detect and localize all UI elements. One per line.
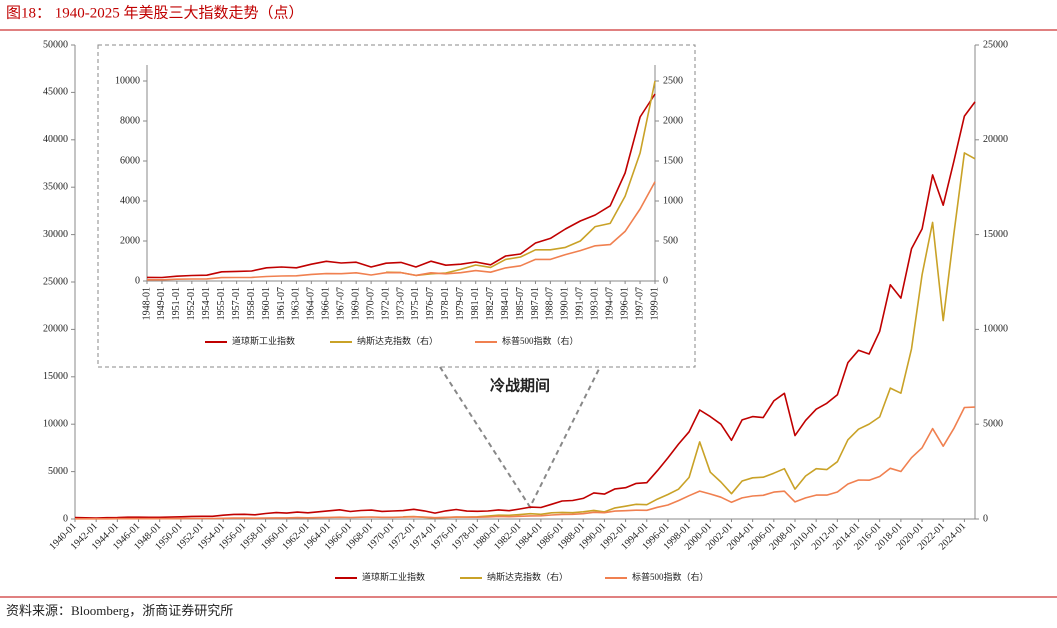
- legend-label: 道琼斯工业指数: [232, 335, 295, 346]
- x-tick-label: 1969-01: [350, 287, 361, 320]
- x-tick-label: 1951-01: [171, 287, 182, 320]
- x-tick-label: 1966-01: [321, 287, 332, 320]
- x-tick-label: 1955-01: [216, 287, 227, 320]
- annotation: 冷战期间: [490, 376, 550, 394]
- x-tick-label: 1991-07: [575, 287, 586, 320]
- series-line: [147, 181, 656, 281]
- x-tick-label: 1963-01: [291, 287, 302, 320]
- x-tick-label: 1982-07: [485, 287, 496, 320]
- x-tick-label: 1999-01: [649, 287, 660, 320]
- y-tick-label: 0: [135, 275, 140, 286]
- y-tick-label: 45000: [43, 87, 68, 98]
- x-tick-label: 1958-01: [246, 287, 257, 320]
- y-tick-label: 4000: [120, 195, 140, 206]
- y-tick-label: 25000: [43, 276, 68, 287]
- y-tick-label: 8000: [120, 115, 140, 126]
- inset-frame: [97, 44, 696, 368]
- y2-tick-label: 2000: [663, 115, 683, 126]
- x-tick-label: 1973-07: [395, 287, 406, 320]
- series-line: [403, 152, 976, 519]
- source: 资料来源：Bloomberg，浙商证券研究所: [6, 603, 233, 618]
- y-tick-label: 6000: [120, 155, 140, 166]
- x-tick-label: 1987-01: [530, 287, 541, 320]
- y-tick-label: 35000: [43, 181, 68, 192]
- x-tick-label: 1978-01: [440, 287, 451, 320]
- y2-tick-label: 15000: [983, 229, 1008, 240]
- series-line: [146, 93, 656, 279]
- legend-label: 标普500指数（右）: [632, 571, 709, 582]
- x-tick-label: 1993-01: [590, 287, 601, 320]
- y2-tick-label: 0: [663, 275, 668, 286]
- legend-label: 纳斯达克指数（右）: [487, 571, 568, 582]
- y-tick-label: 50000: [43, 39, 68, 50]
- x-tick-label: 1964-07: [306, 287, 317, 320]
- legend-label: 道琼斯工业指数: [362, 571, 425, 582]
- y2-tick-label: 500: [663, 235, 678, 246]
- x-tick-label: 1981-01: [470, 287, 481, 320]
- y-tick-label: 15000: [43, 371, 68, 382]
- y-tick-label: 10000: [43, 418, 68, 429]
- x-tick-label: 1952-01: [186, 287, 197, 320]
- page-title: 图18： 1940-2025 年美股三大指数走势（点）: [6, 4, 304, 21]
- x-tick-label: 1948-01: [141, 287, 152, 320]
- y2-tick-label: 10000: [983, 324, 1008, 335]
- series-line: [75, 406, 976, 520]
- x-tick-label: 1984-01: [500, 287, 511, 320]
- legend-label: 纳斯达克指数（右）: [357, 335, 438, 346]
- y2-tick-label: 0: [983, 513, 988, 524]
- y2-tick-label: 5000: [983, 418, 1003, 429]
- x-tick-label: 1976-07: [425, 287, 436, 320]
- x-tick-label: 1979-07: [455, 287, 466, 320]
- x-tick-label: 1954-01: [201, 287, 212, 320]
- x-tick-label: 1960-01: [261, 287, 272, 320]
- series-line: [74, 101, 976, 519]
- x-tick-label: 1972-01: [380, 287, 391, 320]
- x-tick-label: 1967-07: [336, 287, 347, 320]
- y-tick-label: 20000: [43, 324, 68, 335]
- x-tick-label: 1970-07: [365, 287, 376, 320]
- x-tick-label: 1985-07: [515, 287, 526, 320]
- x-tick-label: 1994-07: [604, 287, 615, 320]
- y-tick-label: 0: [63, 513, 68, 524]
- y-tick-label: 40000: [43, 134, 68, 145]
- y2-tick-label: 1500: [663, 155, 683, 166]
- x-tick-label: 1975-01: [410, 287, 421, 320]
- x-tick-label: 1949-01: [156, 287, 167, 320]
- series-line: [386, 80, 656, 277]
- x-tick-label: 1961-07: [276, 287, 287, 320]
- x-tick-label: 1957-01: [231, 287, 242, 320]
- y2-tick-label: 1000: [663, 195, 683, 206]
- y-tick-label: 10000: [115, 75, 140, 86]
- x-tick-label: 1996-01: [619, 287, 630, 320]
- legend-label: 标普500指数（右）: [502, 335, 579, 346]
- x-tick-label: 1990-01: [560, 287, 571, 320]
- y2-tick-label: 20000: [983, 134, 1008, 145]
- x-tick-label: 1997-07: [634, 287, 645, 320]
- x-tick-label: 1988-07: [545, 287, 556, 320]
- y-tick-label: 5000: [48, 466, 68, 477]
- y-tick-label: 30000: [43, 229, 68, 240]
- y2-tick-label: 25000: [983, 39, 1008, 50]
- y2-tick-label: 2500: [663, 75, 683, 86]
- y-tick-label: 2000: [120, 235, 140, 246]
